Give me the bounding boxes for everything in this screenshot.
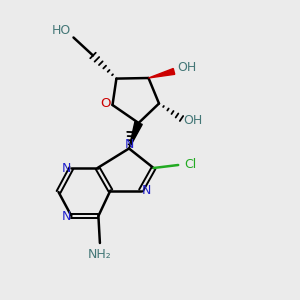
Text: O: O <box>101 97 111 110</box>
Text: N: N <box>61 161 71 175</box>
Text: N: N <box>124 137 134 151</box>
Text: NH₂: NH₂ <box>88 248 112 262</box>
Polygon shape <box>148 68 175 78</box>
Text: OH: OH <box>183 114 202 128</box>
Text: N: N <box>61 209 71 223</box>
Text: HO: HO <box>51 23 70 37</box>
Polygon shape <box>129 122 142 148</box>
Text: N: N <box>142 184 151 197</box>
Text: OH: OH <box>177 61 196 74</box>
Text: Cl: Cl <box>184 158 196 171</box>
